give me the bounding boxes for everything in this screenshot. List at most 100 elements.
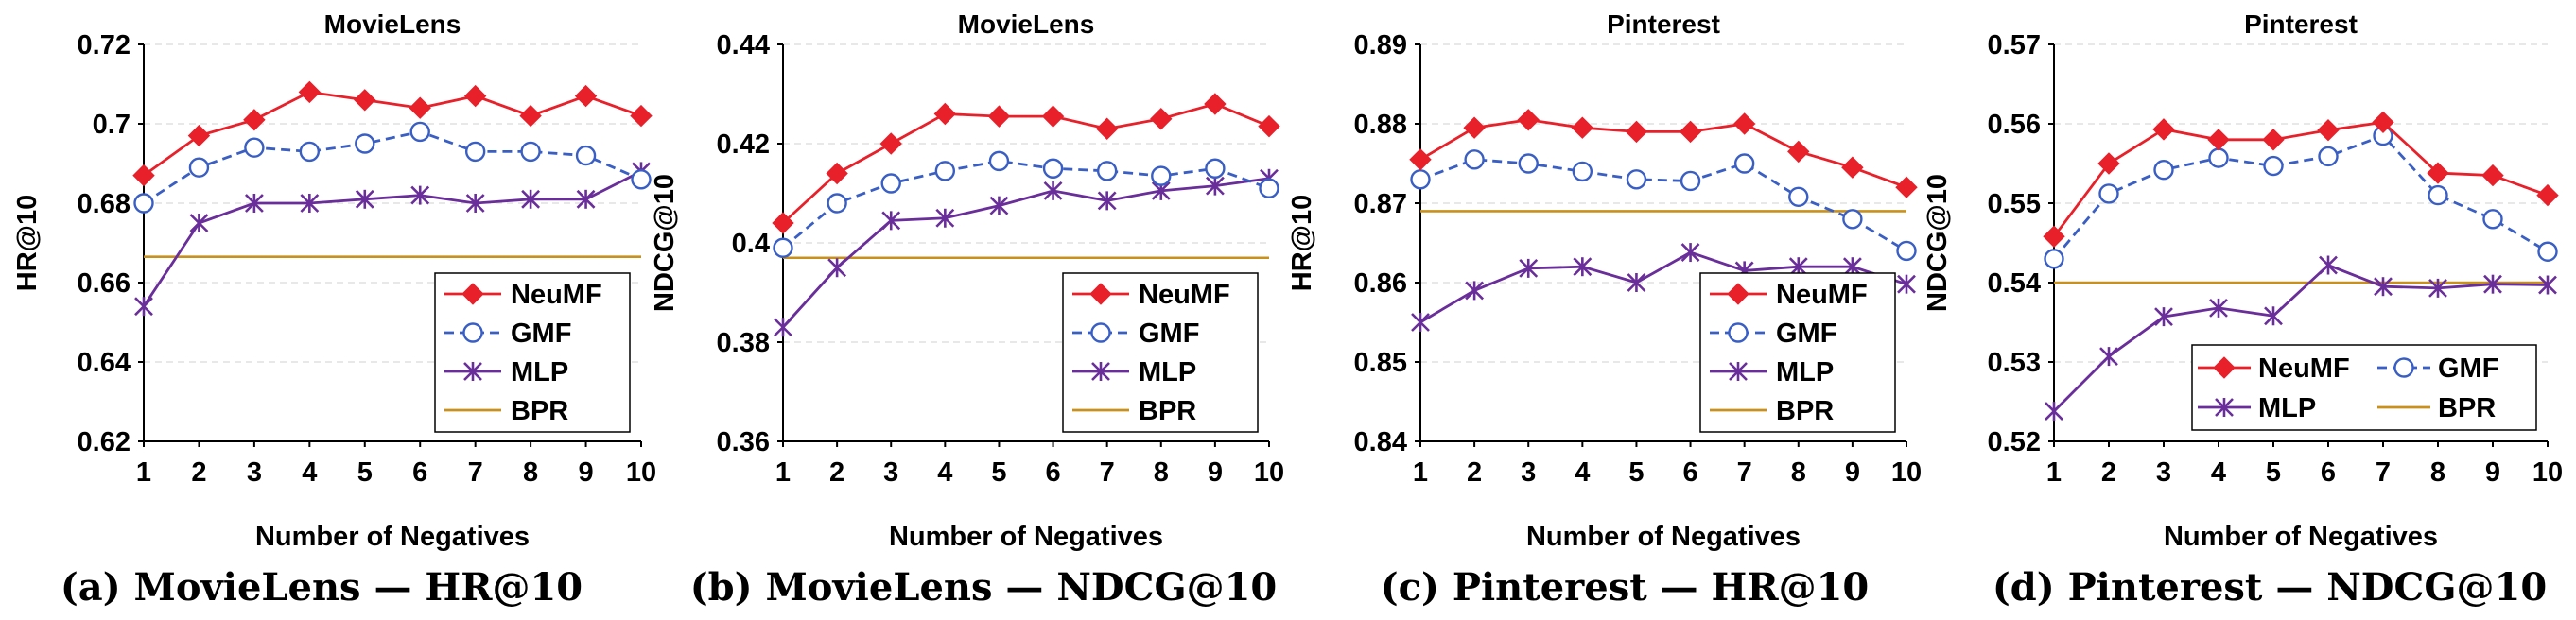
x-axis-label: Number of Negatives <box>255 522 530 552</box>
y-tick-label: 0.85 <box>1354 348 1407 378</box>
series-gmf <box>1410 149 1917 262</box>
mlp-point <box>774 318 792 337</box>
neumf-point <box>1732 112 1756 135</box>
legend-marker-neumf <box>461 283 484 305</box>
x-tick-label: 1 <box>136 457 151 488</box>
y-tick-label: 0.72 <box>78 30 131 60</box>
neumf-point <box>987 105 1011 128</box>
gmf-point <box>631 169 652 190</box>
mlp-point <box>410 185 430 205</box>
neumf-point <box>1571 116 1594 139</box>
y-tick-label: 0.4 <box>732 229 770 259</box>
neumf-point <box>933 102 957 126</box>
x-tick-label: 6 <box>2321 457 2336 488</box>
series-mlp <box>1411 243 1916 332</box>
legend-label-neumf: NeuMF <box>1776 280 1868 310</box>
mlp-point <box>881 211 901 231</box>
mlp-point <box>1465 281 1485 301</box>
legend-label-mlp: MLP <box>1139 357 1196 388</box>
legend-label-mlp: MLP <box>2258 393 2316 423</box>
legend-label-neumf: NeuMF <box>2258 353 2350 384</box>
series-gmf <box>773 150 1279 258</box>
gmf-point <box>1410 169 1431 190</box>
gmf-point <box>1096 161 1118 181</box>
gmf-point <box>1042 158 1064 179</box>
gmf-line <box>1419 158 1907 252</box>
neumf-point <box>187 124 211 147</box>
mlp-point <box>1897 274 1916 294</box>
neumf-point <box>132 164 155 187</box>
gmf-point <box>880 173 901 194</box>
x-tick-label: 2 <box>829 457 844 488</box>
neumf-point <box>2427 162 2449 184</box>
x-tick-label: 5 <box>357 457 373 488</box>
mlp-line <box>781 177 1270 329</box>
y-tick-label: 0.54 <box>1988 268 2041 299</box>
y-tick-label: 0.66 <box>78 268 131 299</box>
x-tick-label: 8 <box>1791 457 1806 488</box>
legend-marker-gmf <box>1728 322 1749 343</box>
mlp-point <box>989 196 1009 215</box>
neumf-point <box>1679 120 1702 144</box>
neumf-point <box>826 162 848 185</box>
gmf-point <box>1205 158 1226 179</box>
gmf-point <box>2318 146 2339 167</box>
x-tick-label: 2 <box>191 457 206 488</box>
x-tick-label: 7 <box>2376 457 2391 488</box>
panel-caption: (a) MovieLens — HR@10 <box>61 565 583 610</box>
legend: NeuMF GMF MLP BPR <box>1699 272 1896 433</box>
gmf-point <box>1896 240 1917 262</box>
mlp-point <box>2319 255 2338 275</box>
gmf-point <box>299 141 321 163</box>
neumf-point <box>2262 129 2285 151</box>
gmf-point <box>464 141 486 163</box>
x-tick-label: 4 <box>2211 457 2226 488</box>
y-tick-label: 0.62 <box>78 427 131 457</box>
gmf-point <box>1151 165 1172 186</box>
gmf-point <box>1572 161 1593 182</box>
x-tick-label: 6 <box>412 457 427 488</box>
neumf-point <box>1095 117 1119 140</box>
neumf-line <box>782 102 1270 225</box>
chart-panel-1: 0.62 0.64 0.66 0.68 0.7 0.72 1 2 3 4 5 6 7 8 9 10 MovieL… <box>12 9 656 552</box>
gmf-point <box>1464 149 1485 170</box>
x-tick-label: 3 <box>1521 457 1536 488</box>
mlp-point <box>2154 307 2173 327</box>
panel-caption: (b) MovieLens — NDCG@10 <box>690 565 1278 610</box>
legend-label-bpr: BPR <box>2438 393 2496 423</box>
gmf-point <box>1733 153 1755 174</box>
x-tick-label: 8 <box>523 457 538 488</box>
neumf-point <box>1409 148 1432 171</box>
neumf-point <box>2152 118 2175 141</box>
legend-label-gmf: GMF <box>2438 353 2498 384</box>
neumf-point <box>1895 176 1918 198</box>
gmf-point <box>2482 209 2503 230</box>
x-tick-label: 3 <box>247 457 262 488</box>
neumf-line <box>143 90 642 177</box>
y-axis-label: NDCG@10 <box>1923 174 1953 312</box>
legend-label-mlp: MLP <box>511 357 568 388</box>
gmf-line <box>2052 133 2549 260</box>
mlp-point <box>2045 402 2063 422</box>
x-axis-label: Number of Negatives <box>2164 522 2438 552</box>
gmf-point <box>409 121 430 143</box>
y-tick-label: 0.55 <box>1988 189 2041 219</box>
legend-marker-neumf <box>2213 356 2236 379</box>
y-tick-label: 0.84 <box>1354 427 1407 457</box>
gmf-point <box>2537 241 2558 262</box>
series-mlp <box>774 168 1279 337</box>
panel-title: Pinterest <box>1607 9 1720 39</box>
x-tick-label: 3 <box>2156 457 2171 488</box>
mlp-point <box>1627 273 1646 292</box>
mlp-point <box>2428 278 2447 298</box>
legend-marker-gmf <box>2393 357 2414 378</box>
neumf-point <box>630 104 653 128</box>
x-tick-label: 7 <box>468 457 483 488</box>
neumf-point <box>519 104 542 128</box>
y-axis-label: NDCG@10 <box>650 174 680 312</box>
mlp-point <box>2374 277 2393 297</box>
gmf-point <box>2044 249 2064 269</box>
mlp-point <box>1573 257 1593 277</box>
series-neumf <box>2043 111 2559 248</box>
neumf-point <box>463 84 487 108</box>
